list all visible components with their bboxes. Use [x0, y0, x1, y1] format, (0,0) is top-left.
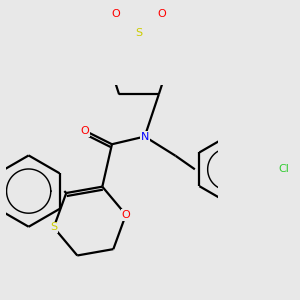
Text: O: O	[81, 126, 89, 136]
Text: O: O	[158, 9, 167, 19]
Text: O: O	[111, 9, 120, 19]
Text: S: S	[135, 28, 142, 38]
Text: O: O	[122, 210, 130, 220]
Text: N: N	[140, 131, 149, 142]
Text: Cl: Cl	[278, 164, 289, 174]
Text: S: S	[50, 222, 57, 233]
